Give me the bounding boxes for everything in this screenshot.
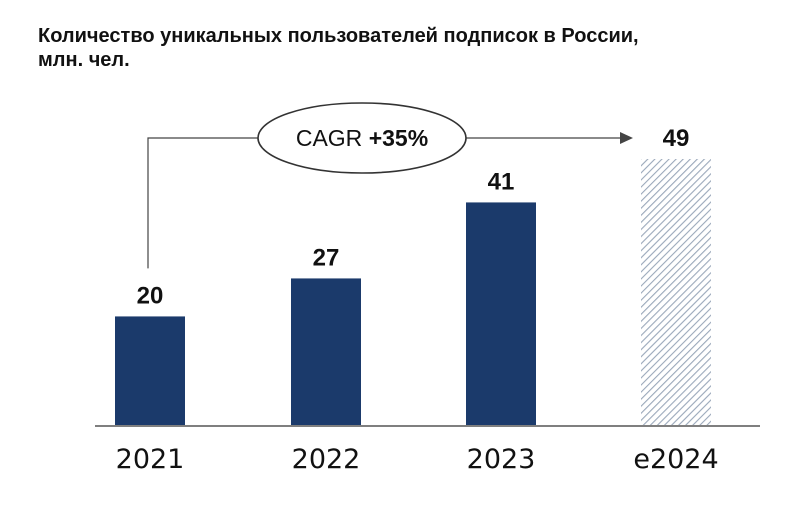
cagr-label: CAGR +35% — [296, 125, 428, 151]
value-label-2022: 27 — [313, 244, 340, 271]
value-label-2021: 20 — [137, 282, 164, 309]
cagr-annotation: CAGR +35% — [147, 102, 633, 269]
bar-e2024 — [641, 159, 711, 425]
bars-group — [115, 159, 711, 425]
cagr-prefix: CAGR — [296, 125, 369, 151]
chart-title-line-1: Количество уникальных пользователей подп… — [38, 25, 639, 47]
cagr-arrowhead — [620, 132, 633, 144]
category-label-2021: 2021 — [116, 444, 185, 475]
bar-2022 — [291, 278, 361, 425]
category-labels-group: 2021 2022 2023 e2024 — [116, 444, 719, 475]
cagr-value: +35% — [369, 125, 428, 151]
chart-title-line-2: млн. чел. — [38, 49, 130, 71]
value-label-e2024: 49 — [663, 125, 690, 152]
value-label-2023: 41 — [488, 168, 515, 195]
cagr-ellipse — [257, 102, 467, 174]
category-label-2022: 2022 — [292, 444, 361, 475]
chart-title: Количество уникальных пользователей подп… — [38, 24, 778, 72]
bar-2023 — [466, 202, 536, 425]
category-label-2023: 2023 — [467, 444, 536, 475]
category-label-e2024: e2024 — [633, 444, 718, 475]
bar-2021 — [115, 316, 185, 425]
value-labels-group: 20 27 41 49 — [137, 125, 690, 309]
